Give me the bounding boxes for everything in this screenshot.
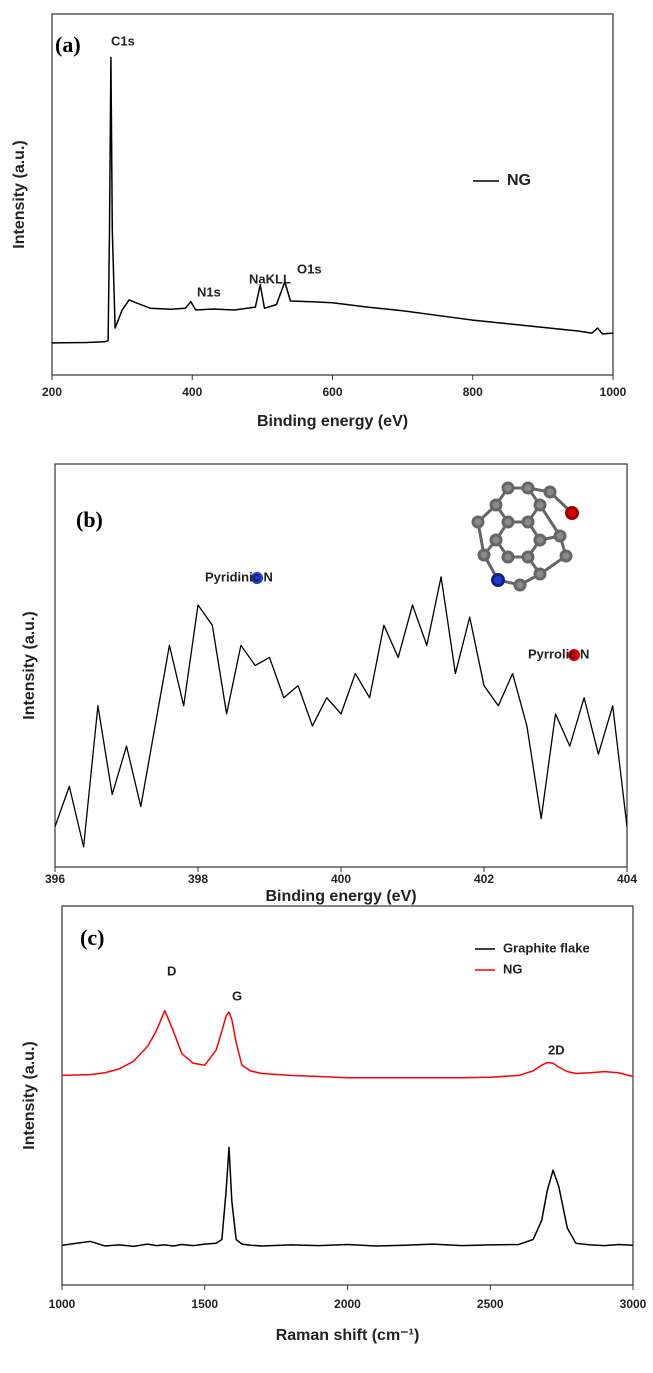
- data-line: [52, 56, 613, 344]
- x-tick-label: 600: [322, 385, 342, 399]
- annotation: Pyridinic N: [205, 569, 273, 584]
- x-tick-label: 404: [617, 872, 637, 886]
- plot-frame: [51, 13, 614, 376]
- annotation: N1s: [197, 284, 221, 299]
- x-tick-label: 1000: [600, 385, 627, 399]
- data-line: [62, 1009, 633, 1079]
- x-axis-label: Binding energy (eV): [257, 413, 408, 430]
- plot-area: [55, 576, 627, 848]
- x-tick-label: 3000: [620, 1297, 647, 1311]
- x-tick-label: 396: [45, 872, 65, 886]
- data-line: [55, 576, 627, 848]
- x-tick-label: 398: [188, 872, 208, 886]
- annotation: 2D: [548, 1042, 565, 1057]
- panel-label: (c): [80, 925, 104, 950]
- panel-label: (a): [55, 32, 81, 57]
- y-axis-label: Intensity (a.u.): [21, 611, 38, 719]
- x-tick-label: 1500: [191, 1297, 218, 1311]
- plot-area: [52, 56, 613, 344]
- annotation: NaKLL: [249, 271, 291, 286]
- x-tick-label: 200: [42, 385, 62, 399]
- panel-label: (b): [76, 507, 103, 532]
- annotation: C1s: [111, 33, 135, 48]
- legend-label: NG: [503, 961, 523, 976]
- legend-label: Graphite flake: [503, 940, 590, 955]
- annotation: Pyrrolic N: [528, 646, 589, 661]
- x-tick-label: 402: [474, 872, 494, 886]
- molecule-icon: [471, 481, 579, 592]
- plot-area: [62, 1009, 633, 1248]
- pyridinic-dot: [251, 572, 263, 584]
- plot-frame: [61, 905, 634, 1286]
- annotation: D: [167, 963, 176, 978]
- x-tick-label: 1000: [49, 1297, 76, 1311]
- x-tick-label: 400: [331, 872, 351, 886]
- x-tick-label: 800: [463, 385, 483, 399]
- data-line: [62, 1146, 633, 1248]
- x-axis-label: Binding energy (eV): [265, 888, 416, 905]
- y-axis-label: Intensity (a.u.): [21, 1041, 38, 1149]
- annotation: G: [232, 988, 242, 1003]
- legend-label: NG: [507, 172, 531, 189]
- x-tick-label: 2500: [477, 1297, 504, 1311]
- x-tick-label: 400: [182, 385, 202, 399]
- annotation: O1s: [297, 261, 322, 276]
- y-axis-label: Intensity (a.u.): [11, 140, 28, 248]
- x-axis-label: Raman shift (cm⁻¹): [276, 1327, 420, 1344]
- pyrrolic-dot: [568, 649, 580, 661]
- x-tick-label: 2000: [334, 1297, 361, 1311]
